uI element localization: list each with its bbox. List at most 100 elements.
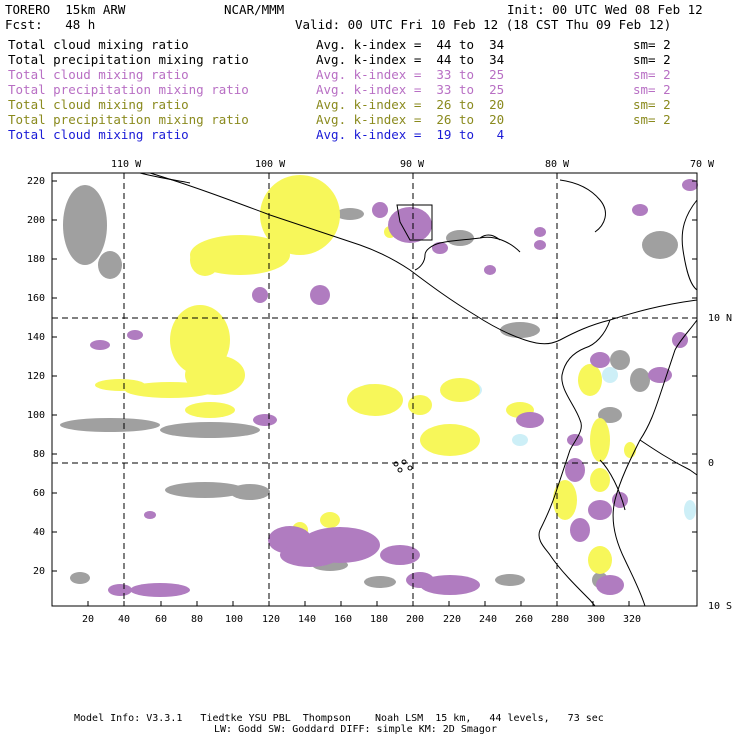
- x-tick-label: 280: [551, 614, 570, 625]
- x-tick-label: 120: [262, 614, 281, 625]
- light-blue-area: [512, 434, 528, 446]
- legend-field: Total cloud mixing ratio: [8, 67, 189, 82]
- yellow-cloud-area: [260, 175, 340, 255]
- lon-label: 80 W: [545, 159, 570, 170]
- yellow-cloud-area: [588, 546, 612, 574]
- purple-cloud-area: [144, 511, 156, 519]
- x-tick-label: 60: [155, 614, 168, 625]
- purple-cloud-area: [372, 202, 388, 218]
- plot-frame: [51, 172, 698, 607]
- legend-field: Total cloud mixing ratio: [8, 37, 189, 52]
- y-tick-label: 220: [27, 176, 46, 187]
- legend-kindex: Avg. k-index = 19 to 4: [316, 127, 505, 142]
- coastline-segment: [139, 172, 191, 184]
- x-tick-label: 100: [225, 614, 244, 625]
- purple-cloud-area: [648, 367, 672, 383]
- gray-cloud-area: [98, 251, 122, 279]
- legend-kindex: Avg. k-index = 44 to 34: [316, 52, 505, 67]
- valid-time: Valid: 00 UTC Fri 10 Feb 12 (18 CST Thu …: [295, 17, 672, 32]
- init-time: Init: 00 UTC Wed 08 Feb 12: [507, 2, 703, 17]
- forecast-hour: Fcst: 48 h: [5, 17, 96, 32]
- legend-kindex: Avg. k-index = 26 to 20: [316, 97, 505, 112]
- yellow-cloud-area: [185, 402, 235, 418]
- purple-cloud-area: [590, 352, 610, 368]
- island: [393, 461, 399, 467]
- purple-cloud-area: [280, 543, 340, 567]
- lon-label: 90 W: [400, 159, 425, 170]
- y-tick-label: 160: [27, 293, 46, 304]
- legend-kindex: Avg. k-index = 44 to 34: [316, 37, 505, 52]
- yellow-cloud-area: [624, 442, 636, 458]
- x-tick-label: 40: [118, 614, 131, 625]
- gray-cloud-area: [70, 572, 90, 584]
- yellow-cloud-area: [553, 480, 577, 520]
- x-tick-label: 160: [334, 614, 353, 625]
- gray-cloud-area: [642, 231, 678, 259]
- lat-label: 0: [708, 458, 715, 469]
- coastline: [139, 172, 698, 607]
- purple-cloud-area: [130, 583, 190, 597]
- purple-cloud-area: [406, 572, 434, 588]
- y-tick-label: 180: [27, 254, 46, 265]
- physics-info: LW: Godd SW: Goddard DIFF: simple KM: 2D…: [214, 724, 497, 735]
- gray-cloud-area: [598, 407, 622, 423]
- gray-cloud-area: [165, 482, 245, 498]
- x-tick-label: 240: [479, 614, 498, 625]
- coastline-segment: [396, 204, 433, 241]
- legend-smoothing: sm= 2: [633, 67, 671, 82]
- x-tick-label: 180: [370, 614, 389, 625]
- purple-cloud-area: [420, 575, 480, 595]
- x-tick-label: 80: [191, 614, 204, 625]
- yellow-cloud-area: [95, 379, 145, 391]
- coastline-segment: [639, 439, 698, 476]
- gray-cloud-area: [230, 484, 270, 500]
- y-tick-label: 60: [33, 488, 46, 499]
- legend-field: Total precipitation mixing ratio: [8, 112, 249, 127]
- coastline-segment: [149, 172, 698, 345]
- x-tick-label: 200: [406, 614, 425, 625]
- purple-cloud-area: [570, 518, 590, 542]
- purple-cloud-area: [534, 227, 546, 237]
- legend-smoothing: sm= 2: [633, 112, 671, 127]
- yellow-cloud-area: [590, 418, 610, 462]
- yellow-cloud-area: [125, 382, 215, 398]
- center-title: NCAR/MMM: [224, 2, 285, 17]
- y-tick-label: 100: [27, 410, 46, 421]
- purple-cloud-area: [380, 545, 420, 565]
- legend-smoothing: sm= 2: [633, 37, 671, 52]
- gray-cloud-area: [446, 230, 474, 246]
- light-blue-area: [684, 500, 696, 520]
- purple-cloud-area: [108, 584, 132, 596]
- legend-kindex: Avg. k-index = 33 to 25: [316, 82, 505, 97]
- lat-label: 10 S: [708, 601, 733, 612]
- gray-cloud-area: [60, 418, 160, 432]
- purple-cloud-area: [253, 414, 277, 426]
- lat-lon-grid: [52, 173, 697, 606]
- island: [407, 465, 413, 471]
- gray-cloud-area: [63, 185, 107, 265]
- lon-label: 110 W: [111, 159, 142, 170]
- purple-cloud-area: [388, 207, 432, 243]
- y-tick-label: 80: [33, 449, 46, 460]
- legend-field: Total precipitation mixing ratio: [8, 52, 249, 67]
- y-tick-label: 140: [27, 332, 46, 343]
- purple-cloud-area: [516, 412, 544, 428]
- gray-cloud-area: [610, 350, 630, 370]
- purple-cloud-area: [596, 575, 624, 595]
- purple-cloud-area: [90, 340, 110, 350]
- model-info: Model Info: V3.3.1 Tiedtke YSU PBL Thomp…: [74, 713, 604, 724]
- lon-label: 70 W: [690, 159, 715, 170]
- purple-cloud-area: [567, 434, 583, 446]
- purple-cloud-area: [484, 265, 496, 275]
- island: [397, 467, 403, 473]
- purple-cloud-area: [588, 500, 612, 520]
- y-tick-label: 40: [33, 527, 46, 538]
- purple-cloud-area: [127, 330, 143, 340]
- purple-cloud-area: [252, 287, 268, 303]
- yellow-cloud-area: [320, 512, 340, 528]
- light-blue-area: [602, 367, 618, 383]
- x-tick-label: 320: [623, 614, 642, 625]
- lat-label: 10 N: [708, 313, 733, 324]
- legend-field: Total precipitation mixing ratio: [8, 82, 249, 97]
